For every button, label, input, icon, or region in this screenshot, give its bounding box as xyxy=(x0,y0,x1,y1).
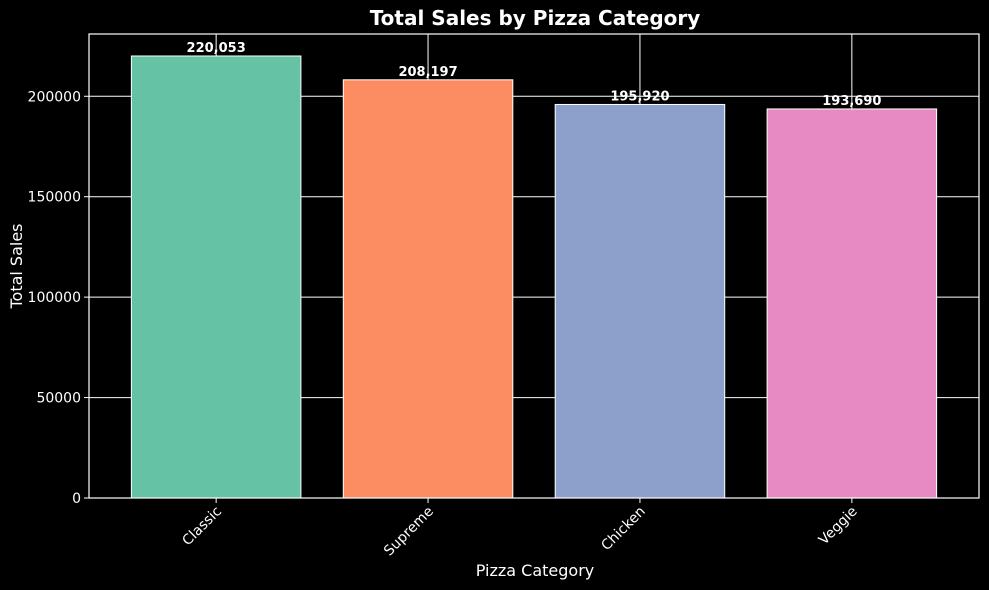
bars xyxy=(130,55,938,499)
y-tick-label: 100000 xyxy=(28,290,81,306)
x-tick-label: Veggie xyxy=(816,504,861,549)
y-tick-label: 200000 xyxy=(28,89,81,105)
bar-value-label: 220,053 xyxy=(187,41,246,56)
bar-value-label: 208,197 xyxy=(398,65,457,80)
data-labels: 220,053 208,197 195,920 193,690 xyxy=(187,41,882,109)
x-tick-label: Chicken xyxy=(598,504,648,554)
bar-chicken xyxy=(554,103,726,499)
x-axis-ticks: Classic Supreme Chicken Veggie xyxy=(179,498,861,560)
bar-supreme xyxy=(342,79,514,499)
y-tick-label: 50000 xyxy=(36,391,81,407)
y-axis-label: Total Sales xyxy=(7,223,26,309)
x-tick-label: Classic xyxy=(179,504,225,550)
y-axis-ticks: 0 50000 100000 150000 200000 xyxy=(28,89,89,507)
x-axis-label: Pizza Category xyxy=(476,561,595,580)
y-tick-label: 150000 xyxy=(28,190,81,206)
plot-frame xyxy=(88,33,980,499)
chart-title: Total Sales by Pizza Category xyxy=(370,6,701,30)
bar-value-label: 193,690 xyxy=(822,94,881,109)
bar-value-label: 195,920 xyxy=(610,89,669,104)
bar-classic xyxy=(130,55,302,499)
bar-veggie xyxy=(766,108,938,499)
x-tick-label: Supreme xyxy=(381,504,437,560)
y-tick-label: 0 xyxy=(72,491,81,507)
